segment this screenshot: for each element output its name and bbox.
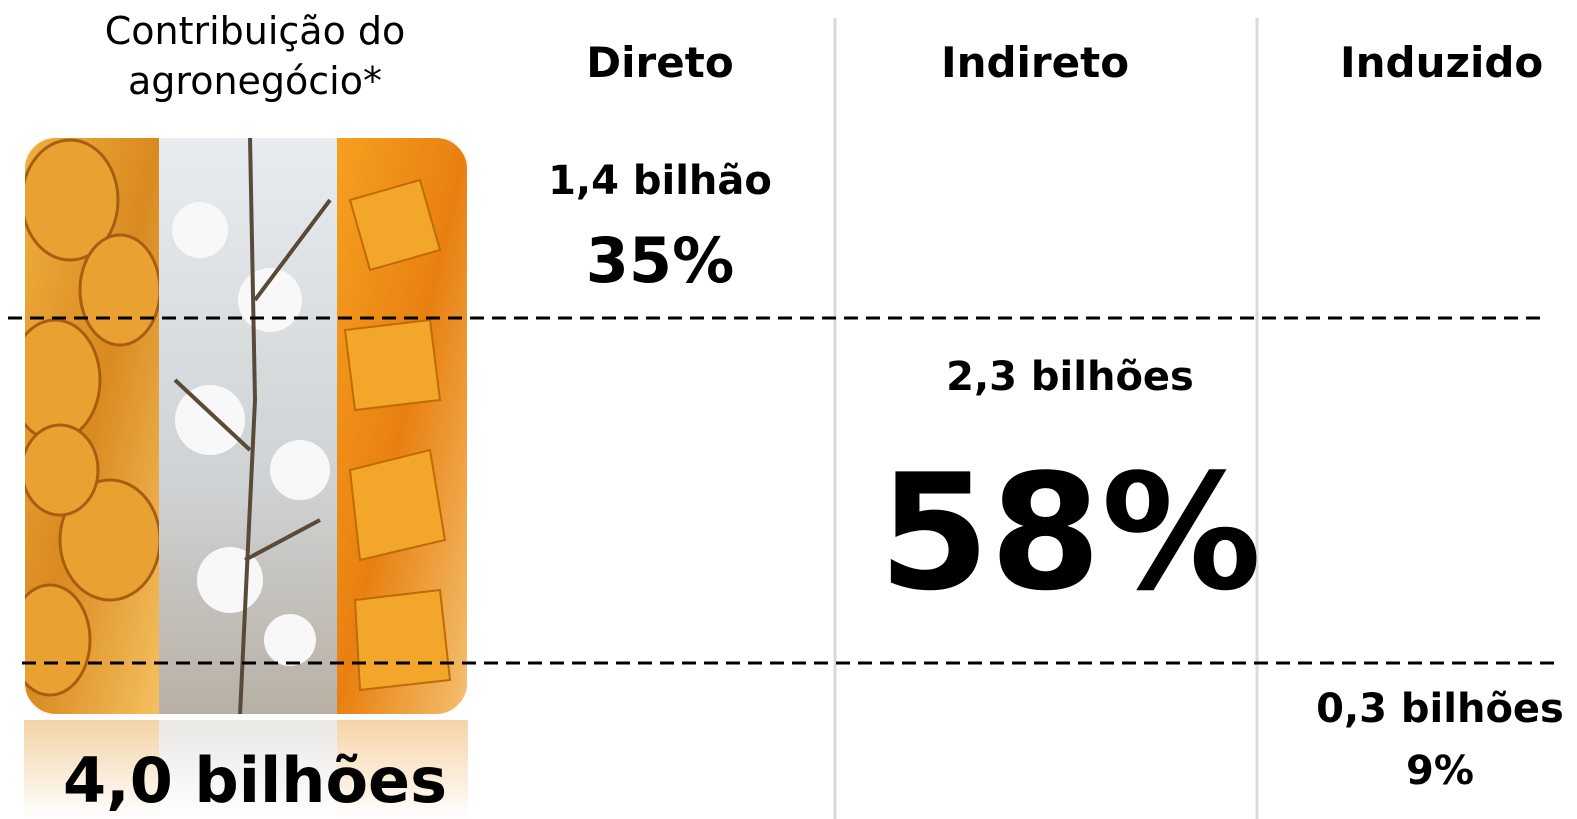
page: Contribuição do agronegócio* Direto Indi…	[0, 0, 1577, 819]
amount: 1,4 bilhão	[510, 158, 810, 204]
crop-image	[10, 137, 468, 715]
column-header: Direto	[560, 38, 760, 87]
share: 9%	[1290, 748, 1577, 794]
column-header: Induzido	[1340, 38, 1540, 87]
share: 35%	[510, 224, 810, 297]
total: 4,0 bilhões	[30, 744, 480, 817]
amount: 0,3 bilhões	[1290, 686, 1577, 732]
title: Contribuição do agronegócio*	[60, 6, 450, 106]
amount: 2,3 bilhões	[890, 354, 1250, 400]
share: 58%	[850, 438, 1290, 628]
column-header: Indireto	[935, 38, 1135, 87]
